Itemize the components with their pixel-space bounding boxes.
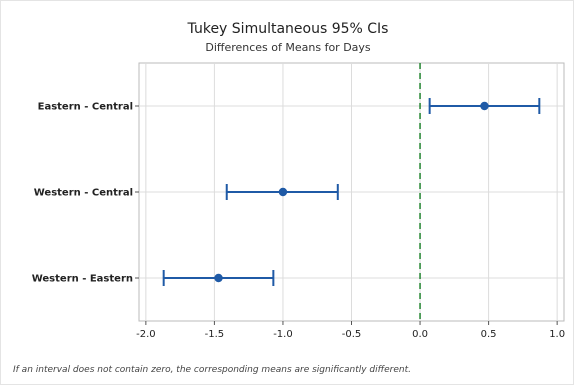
x-tick-label: 0.0 [412,329,428,340]
x-tick-label: 0.5 [481,329,497,340]
category-label: Western - Central [34,188,133,199]
x-tick-label: -2.0 [136,329,156,340]
mean-difference-point [214,273,223,283]
mean-difference-point [278,187,288,197]
chart-subtitle: Differences of Means for Days [205,41,371,54]
footnote: If an interval does not contain zero, th… [13,365,411,375]
category-label: Eastern - Central [38,102,133,113]
x-tick-label: 1.0 [549,329,565,340]
chart-title: Tukey Simultaneous 95% CIs [187,21,389,37]
category-label: Western - Eastern [32,274,133,285]
x-tick-label: -0.5 [342,329,362,340]
x-tick-label: -1.0 [273,329,293,340]
plot-area: -2.0 -1.5 -1.0 -0.5 0.0 0.5 1.0 Eastern - Centr… [32,62,565,340]
mean-difference-point [480,101,489,111]
x-tick-label: -1.5 [205,329,225,340]
